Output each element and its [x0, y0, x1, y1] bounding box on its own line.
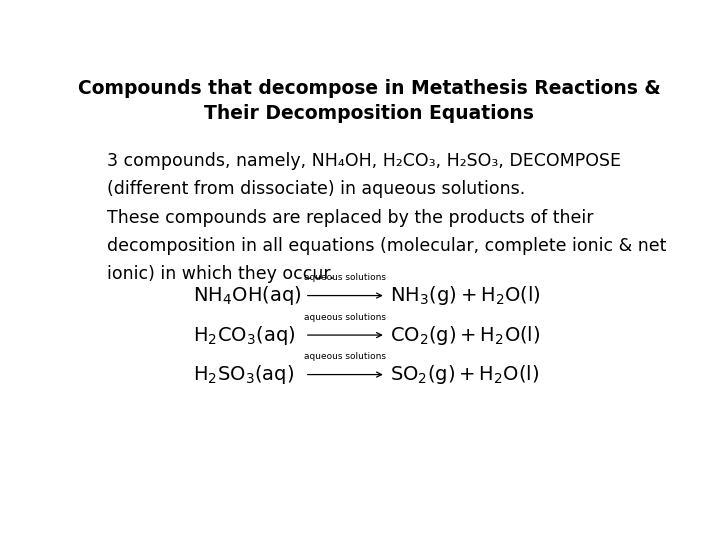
Text: $\mathrm{NH_3(g)+H_2O(l)}$: $\mathrm{NH_3(g)+H_2O(l)}$: [390, 284, 540, 307]
Text: 3 compounds, namely, NH₄OH, H₂CO₃, H₂SO₃, DECOMPOSE: 3 compounds, namely, NH₄OH, H₂CO₃, H₂SO₃…: [107, 152, 621, 170]
Text: Compounds that decompose in Metathesis Reactions &
Their Decomposition Equations: Compounds that decompose in Metathesis R…: [78, 79, 660, 123]
Text: $\mathrm{H_2SO_3(aq)}$: $\mathrm{H_2SO_3(aq)}$: [193, 363, 294, 386]
Text: $\mathrm{SO_2(g)+H_2O(l)}$: $\mathrm{SO_2(g)+H_2O(l)}$: [390, 363, 539, 386]
Text: $\mathrm{NH_4OH(aq)}$: $\mathrm{NH_4OH(aq)}$: [193, 284, 302, 307]
Text: aqueous solutions: aqueous solutions: [305, 352, 387, 361]
Text: aqueous solutions: aqueous solutions: [305, 313, 387, 322]
Text: ionic) in which they occur.: ionic) in which they occur.: [107, 265, 334, 283]
Text: aqueous solutions: aqueous solutions: [305, 273, 387, 282]
Text: $\mathrm{H_2CO_3(aq)}$: $\mathrm{H_2CO_3(aq)}$: [193, 323, 296, 347]
Text: $\mathrm{CO_2(g)+H_2O(l)}$: $\mathrm{CO_2(g)+H_2O(l)}$: [390, 323, 540, 347]
Text: decomposition in all equations (molecular, complete ionic & net: decomposition in all equations (molecula…: [107, 237, 666, 255]
Text: (different from dissociate) in aqueous solutions.: (different from dissociate) in aqueous s…: [107, 180, 525, 198]
Text: These compounds are replaced by the products of their: These compounds are replaced by the prod…: [107, 208, 593, 227]
